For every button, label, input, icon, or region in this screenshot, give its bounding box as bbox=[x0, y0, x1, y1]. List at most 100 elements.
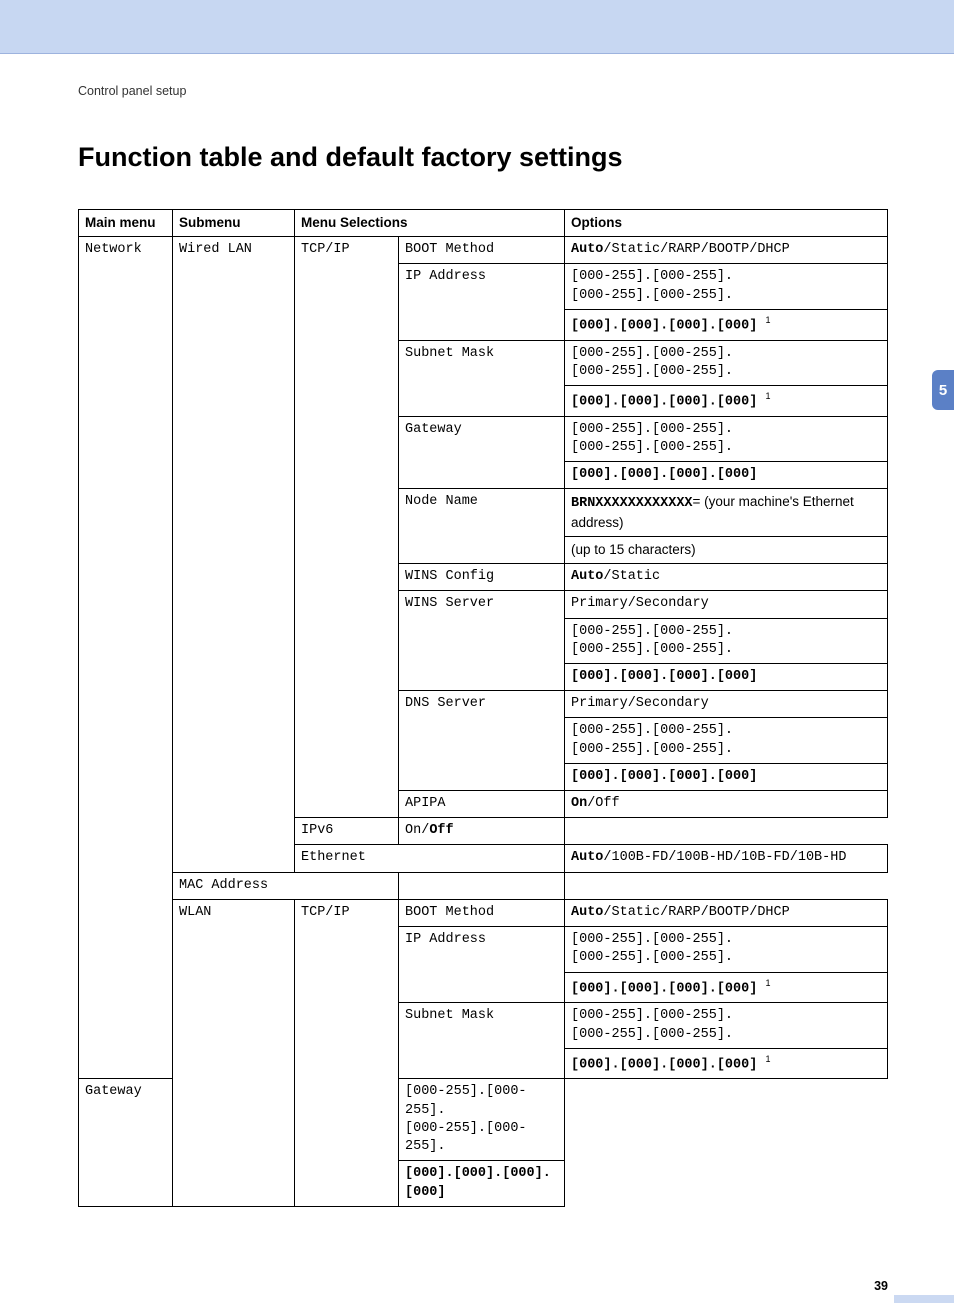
winscfg-auto: Auto bbox=[571, 569, 603, 584]
cell-sel-ethernet: Ethernet bbox=[295, 845, 565, 872]
cell-opt-mac bbox=[399, 872, 565, 899]
table-header-row: Main menu Submenu Menu Selections Option… bbox=[79, 210, 888, 237]
table-row: MAC Address bbox=[79, 872, 888, 899]
cell-item-subnet-w: Subnet Mask bbox=[399, 1003, 565, 1079]
gww-line2: [000-255].[000-255]. bbox=[405, 1121, 527, 1154]
page-number: 39 bbox=[874, 1279, 888, 1295]
footnote-1d: 1 bbox=[765, 1054, 770, 1064]
cell-opt-gw-range-w: [000-255].[000-255]. [000-255].[000-255]. bbox=[399, 1079, 565, 1161]
ip-default: [000].[000].[000].[000] bbox=[571, 318, 757, 333]
eth-rest: /100B-FD/100B-HD/10B-FD/10B-HD bbox=[603, 850, 846, 865]
opt-boot-rest-w: /Static/RARP/BOOTP/DHCP bbox=[603, 905, 789, 920]
snw-default: [000].[000].[000].[000] bbox=[571, 1057, 757, 1072]
cell-item-ip-w: IP Address bbox=[399, 927, 565, 1003]
cell-item-node: Node Name bbox=[399, 489, 565, 564]
opt-boot-auto-w: Auto bbox=[571, 905, 603, 920]
cell-item-ipv6: IPv6 bbox=[295, 818, 399, 845]
cell-item-apipa: APIPA bbox=[399, 791, 565, 818]
footnote-1b: 1 bbox=[765, 391, 770, 401]
snw-line2: [000-255].[000-255]. bbox=[571, 1027, 733, 1042]
table-row: Network Wired LAN TCP/IP BOOT Method Aut… bbox=[79, 237, 888, 264]
cell-opt-gw-default-w: [000].[000].[000].[000] bbox=[399, 1161, 565, 1206]
ipw-line1: [000-255].[000-255]. bbox=[571, 932, 733, 947]
cell-opt-apipa: On/Off bbox=[565, 791, 888, 818]
cell-opt-node-desc: BRNXXXXXXXXXXXX= (your machine's Etherne… bbox=[565, 489, 888, 536]
winscfg-rest: /Static bbox=[603, 569, 660, 584]
cell-opt-subnet-range: [000-255].[000-255]. [000-255].[000-255]. bbox=[565, 340, 888, 385]
cell-item-boot: BOOT Method bbox=[399, 237, 565, 264]
cell-opt-ip-default: [000].[000].[000].[000] 1 bbox=[565, 309, 888, 340]
th-main-menu: Main menu bbox=[79, 210, 173, 237]
cell-opt-ipv6: On/Off bbox=[399, 818, 565, 845]
chapter-tab: 5 bbox=[932, 370, 954, 410]
th-submenu: Submenu bbox=[173, 210, 295, 237]
cell-item-ip: IP Address bbox=[399, 264, 565, 340]
cell-item-gateway-w: Gateway bbox=[79, 1079, 173, 1206]
th-options: Options bbox=[565, 210, 888, 237]
page-footer: 39 bbox=[0, 1277, 954, 1315]
cell-opt-subnet-range-w: [000-255].[000-255].[000-255].[000-255]. bbox=[565, 1003, 888, 1048]
node-prefix: BRNXXXXXXXXXXXX bbox=[571, 496, 693, 511]
page-body: Control panel setup Function table and d… bbox=[0, 54, 954, 1207]
cell-item-boot-w: BOOT Method bbox=[399, 899, 565, 926]
cell-opt-ethernet: Auto/100B-FD/100B-HD/10B-FD/10B-HD bbox=[565, 845, 888, 872]
apipa-on: On bbox=[571, 796, 587, 811]
eth-auto: Auto bbox=[571, 850, 603, 865]
footnote-1c: 1 bbox=[765, 978, 770, 988]
dn-line2: [000-255].[000-255]. bbox=[571, 742, 733, 757]
cell-opt-ip-range: [000-255].[000-255]. [000-255].[000-255]. bbox=[565, 264, 888, 309]
sn-default: [000].[000].[000].[000] bbox=[571, 395, 757, 410]
cell-opt-gw-range: [000-255].[000-255]. [000-255].[000-255]. bbox=[565, 416, 888, 461]
ipw-default: [000].[000].[000].[000] bbox=[571, 981, 757, 996]
gw-line1: [000-255].[000-255]. bbox=[571, 422, 733, 437]
cell-opt-winssrv-default: [000].[000].[000].[000] bbox=[565, 663, 888, 690]
cell-main-menu: Network bbox=[79, 237, 173, 1079]
cell-opt-gw-default: [000].[000].[000].[000] bbox=[565, 462, 888, 489]
ws-line1: [000-255].[000-255]. bbox=[571, 624, 733, 639]
breadcrumb: Control panel setup bbox=[78, 84, 888, 98]
cell-opt-winscfg: Auto/Static bbox=[565, 564, 888, 591]
cell-opt-dns-range: [000-255].[000-255]. [000-255].[000-255]. bbox=[565, 718, 888, 763]
cell-opt-subnet-default: [000].[000].[000].[000] 1 bbox=[565, 386, 888, 417]
cell-opt-winssrv-range: [000-255].[000-255]. [000-255].[000-255]. bbox=[565, 618, 888, 663]
function-table: Main menu Submenu Menu Selections Option… bbox=[78, 209, 888, 1207]
cell-opt-subnet-default-w: [000].[000].[000].[000] 1 bbox=[565, 1048, 888, 1079]
cell-submenu-wired: Wired LAN bbox=[173, 237, 295, 872]
opt-boot-auto: Auto bbox=[571, 242, 603, 257]
gww-line1: [000-255].[000-255]. bbox=[405, 1084, 527, 1117]
sn-line1: [000-255].[000-255]. bbox=[571, 346, 733, 361]
cell-opt-boot-w: Auto/Static/RARP/BOOTP/DHCP bbox=[565, 899, 888, 926]
cell-opt-dns-primsec: Primary/Secondary bbox=[565, 691, 888, 718]
th-menu-selections: Menu Selections bbox=[295, 210, 565, 237]
table-row: WLAN TCP/IP BOOT Method Auto/Static/RARP… bbox=[79, 899, 888, 926]
ws-line2: [000-255].[000-255]. bbox=[571, 642, 733, 657]
footnote-1: 1 bbox=[765, 315, 770, 325]
cell-opt-winssrv-primsec: Primary/Secondary bbox=[565, 591, 888, 618]
cell-sel-mac: MAC Address bbox=[173, 872, 399, 899]
cell-item-dns: DNS Server bbox=[399, 691, 565, 791]
cell-item-gateway: Gateway bbox=[399, 416, 565, 489]
footer-accent bbox=[894, 1295, 954, 1303]
ipv6-off: Off bbox=[429, 823, 453, 838]
cell-opt-boot: Auto/Static/RARP/BOOTP/DHCP bbox=[565, 237, 888, 264]
apipa-off: /Off bbox=[587, 796, 619, 811]
opt-boot-rest: /Static/RARP/BOOTP/DHCP bbox=[603, 242, 789, 257]
cell-opt-ip-range-w: [000-255].[000-255]. [000-255].[000-255]. bbox=[565, 927, 888, 972]
cell-sel-tcpip-wlan: TCP/IP bbox=[295, 899, 399, 1206]
cell-opt-ip-default-w: [000].[000].[000].[000] 1 bbox=[565, 972, 888, 1003]
gw-line2: [000-255].[000-255]. bbox=[571, 440, 733, 455]
page-title: Function table and default factory setti… bbox=[78, 142, 888, 173]
cell-item-subnet: Subnet Mask bbox=[399, 340, 565, 416]
ip-line2: [000-255].[000-255]. bbox=[571, 288, 733, 303]
cell-submenu-wlan: WLAN bbox=[173, 899, 295, 1206]
cell-item-winscfg: WINS Config bbox=[399, 564, 565, 591]
ipv6-on: On/ bbox=[405, 823, 429, 838]
ip-line1: [000-255].[000-255]. bbox=[571, 269, 733, 284]
cell-item-winssrv: WINS Server bbox=[399, 591, 565, 691]
cell-opt-dns-default: [000].[000].[000].[000] bbox=[565, 763, 888, 790]
ipw-line2: [000-255].[000-255]. bbox=[571, 950, 733, 965]
sn-line2: [000-255].[000-255]. bbox=[571, 364, 733, 379]
cell-opt-node-hint: (up to 15 characters) bbox=[565, 536, 888, 563]
header-band bbox=[0, 0, 954, 54]
dn-line1: [000-255].[000-255]. bbox=[571, 723, 733, 738]
